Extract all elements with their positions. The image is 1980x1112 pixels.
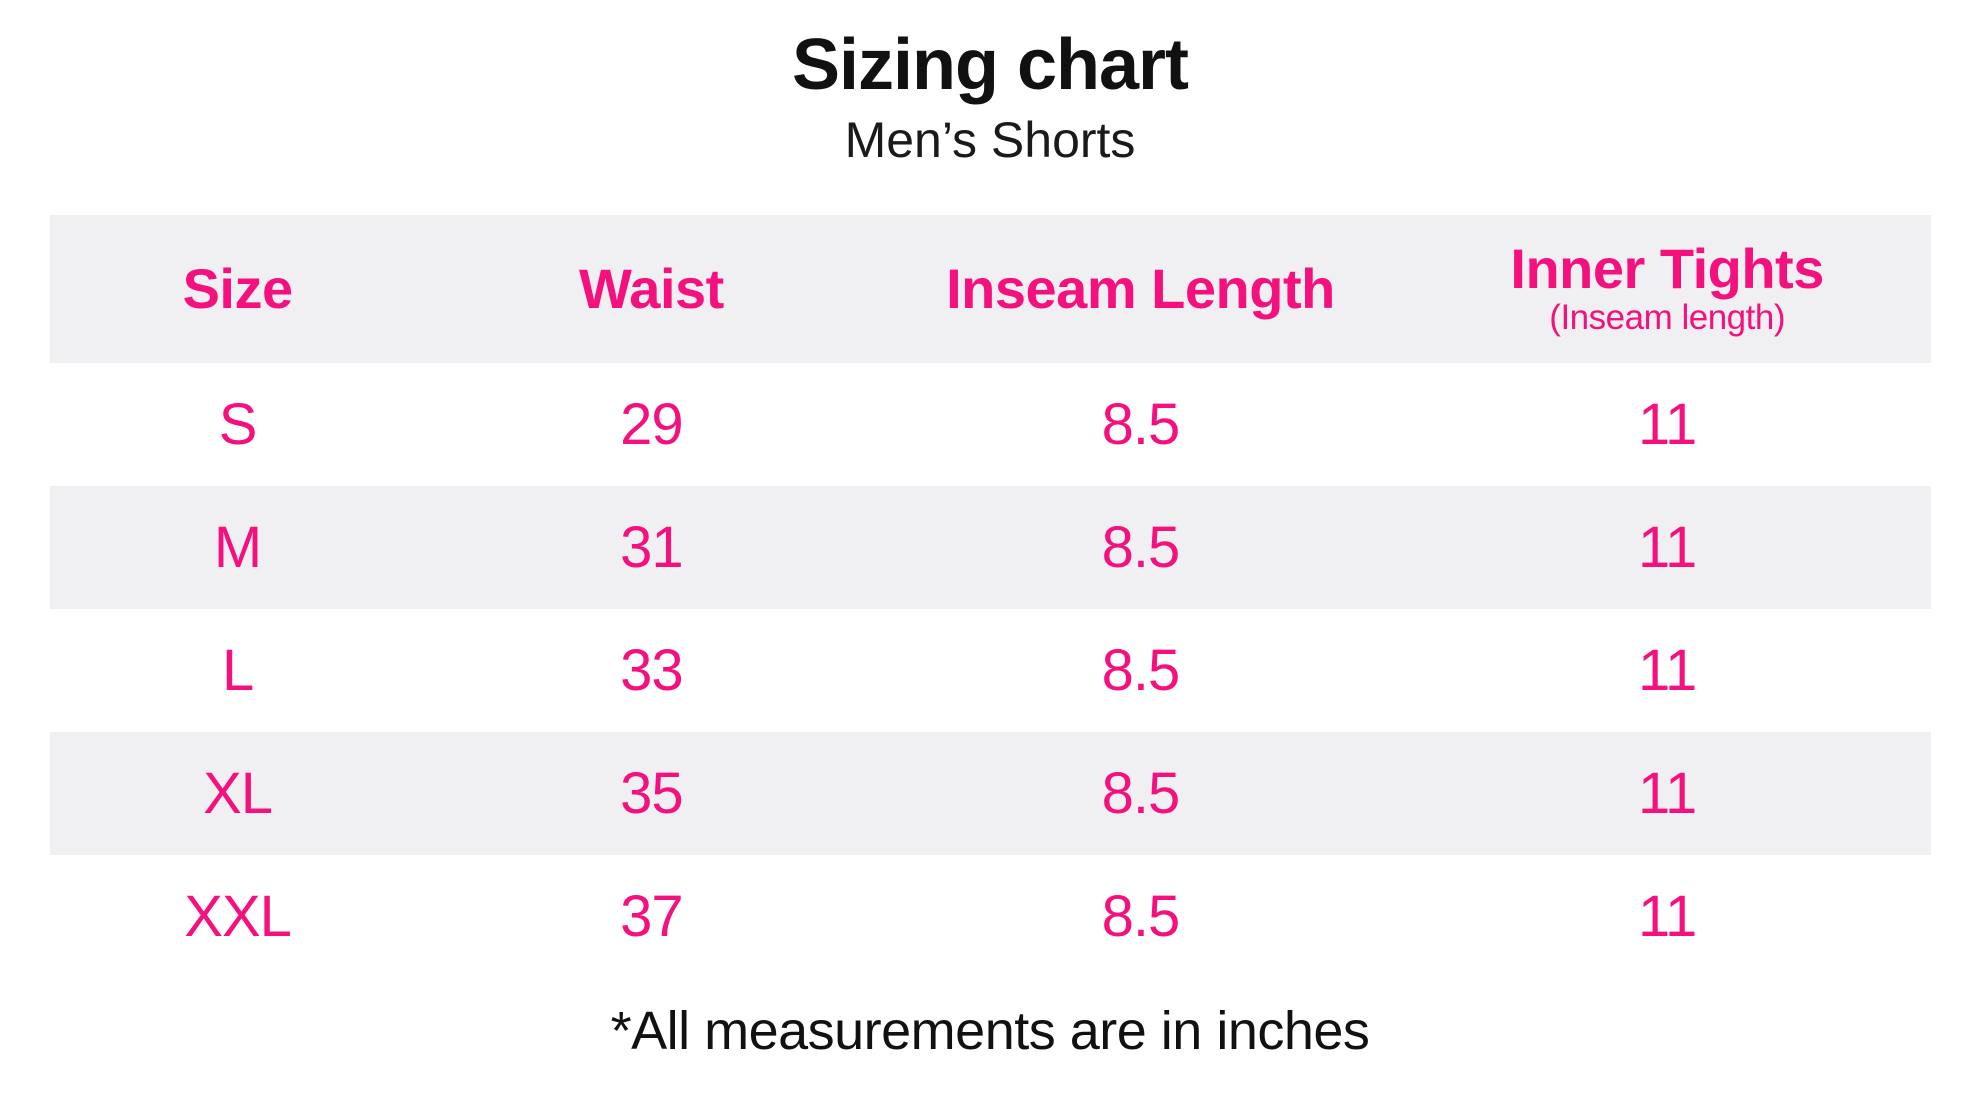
header-cell-size: Size [50, 215, 426, 363]
table-header-row: Size Waist Inseam Length Inner Tights (I… [49, 215, 1931, 364]
header-cell-waist: Waist [426, 215, 877, 363]
header-label-inner-tights: Inner Tights [1510, 236, 1824, 300]
cell-inseam: 8.5 [1101, 761, 1181, 827]
table-row-m: M 31 8.5 11 [49, 486, 1931, 610]
page-title: Sizing chart [791, 25, 1189, 105]
table-row-s: S 29 8.5 11 [49, 363, 1931, 487]
cell-inseam: 8.5 [1101, 515, 1181, 581]
cell-waist: 35 [620, 761, 684, 827]
measurements-footnote: *All measurements are in inches [610, 1001, 1370, 1062]
table-row-l: L 33 8.5 11 [49, 609, 1931, 733]
header-label-size: Size [182, 256, 294, 320]
cell-inner-tights: 11 [1638, 515, 1697, 581]
cell-size: S [218, 392, 258, 458]
cell-inseam: 8.5 [1101, 638, 1181, 704]
cell-inseam: 8.5 [1101, 884, 1181, 950]
header-label-waist: Waist [579, 256, 724, 320]
cell-size: XXL [184, 884, 292, 950]
cell-size: L [221, 638, 254, 704]
table-row-xl: XL 35 8.5 11 [49, 732, 1931, 856]
cell-waist: 29 [620, 392, 684, 458]
header-sublabel-inner-tights: (Inseam length) [1549, 298, 1785, 338]
header-label-inseam-length: Inseam Length [946, 256, 1335, 320]
cell-size: XL [203, 761, 273, 827]
cell-inner-tights: 11 [1638, 392, 1697, 458]
cell-inner-tights: 11 [1638, 884, 1697, 950]
cell-waist: 33 [620, 638, 684, 704]
sizing-table: Size Waist Inseam Length Inner Tights (I… [49, 215, 1931, 979]
cell-waist: 37 [620, 884, 684, 950]
cell-inseam: 8.5 [1101, 392, 1181, 458]
header-cell-inseam-length: Inseam Length [877, 215, 1404, 363]
header-cell-inner-tights: Inner Tights (Inseam length) [1404, 215, 1931, 363]
cell-size: M [213, 515, 262, 581]
cell-inner-tights: 11 [1638, 761, 1697, 827]
page-subtitle: Men’s Shorts [844, 112, 1136, 169]
cell-waist: 31 [620, 515, 684, 581]
table-row-xxl: XXL 37 8.5 11 [49, 855, 1931, 979]
cell-inner-tights: 11 [1638, 638, 1697, 704]
